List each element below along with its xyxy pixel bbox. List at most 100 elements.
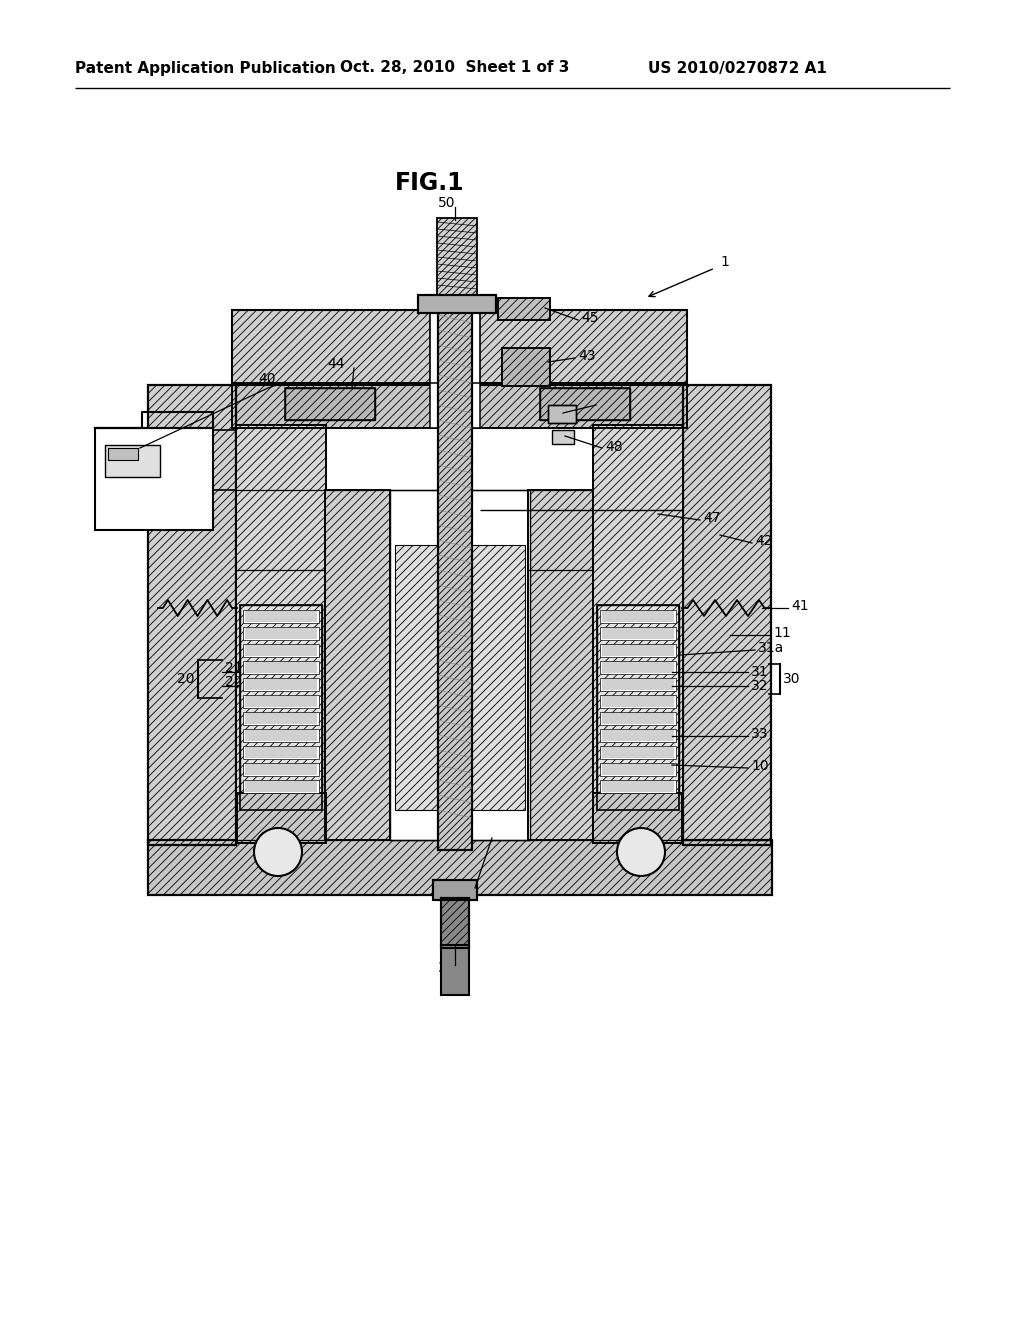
Text: 30: 30 [783,672,801,686]
Bar [441,945,469,995]
Bar [232,383,687,428]
Bar [593,425,683,840]
Bar [683,385,771,845]
Circle shape [254,828,302,876]
Bar [552,430,574,444]
Bar [236,425,326,840]
Text: 47: 47 [703,511,721,525]
Bar [600,780,676,793]
Text: 20: 20 [177,672,195,686]
Bar [108,447,138,459]
Bar [245,663,317,673]
Text: US 2010/0270872 A1: US 2010/0270872 A1 [648,61,826,75]
Bar [243,661,319,675]
Bar [243,610,319,623]
Text: 11: 11 [773,626,791,640]
Bar [548,405,575,422]
Bar [236,425,326,840]
Bar [597,605,679,810]
Bar [285,388,375,420]
Bar [243,746,319,759]
Bar [245,747,317,758]
Bar [433,880,477,900]
Bar [600,644,676,657]
Bar [433,880,477,900]
Bar [148,385,236,845]
Bar [237,793,326,843]
Bar [245,764,317,775]
Bar [602,747,674,758]
Bar [602,764,674,775]
Bar [245,696,317,708]
Bar [243,729,319,742]
Bar [602,645,674,656]
Bar [502,348,550,385]
Bar [593,793,682,843]
Bar [243,763,319,776]
Bar [95,428,213,531]
Bar [600,729,676,742]
Text: 31a: 31a [758,642,784,655]
Bar [502,348,550,385]
Bar [600,678,676,690]
Bar [240,605,322,810]
Bar [243,678,319,690]
Bar [600,696,676,708]
Bar [325,490,390,840]
Bar [602,713,674,723]
Text: 41: 41 [791,599,809,612]
Bar [430,310,480,385]
Text: 21: 21 [225,661,243,675]
Bar [148,385,236,845]
Text: 44: 44 [328,356,345,371]
Bar [602,730,674,741]
Text: 50: 50 [438,195,456,210]
Text: 31: 31 [751,665,769,678]
Text: 40: 40 [258,372,275,385]
Bar [528,490,593,840]
Text: 43: 43 [578,348,596,363]
Text: Patent Application Publication: Patent Application Publication [75,61,336,75]
Bar [600,746,676,759]
Bar [243,644,319,657]
Bar [600,711,676,725]
Bar [602,663,674,673]
Bar [540,388,630,420]
Bar [418,294,496,313]
Text: FIG.1: FIG.1 [395,172,465,195]
Bar [105,445,160,477]
Bar [600,661,676,675]
Text: 45: 45 [581,312,598,325]
Bar [148,840,772,895]
Bar [498,298,550,319]
Bar [602,781,674,792]
Bar [390,490,530,840]
Bar [325,490,390,840]
Bar [602,678,674,690]
Bar [438,294,472,850]
Text: 42: 42 [755,535,772,548]
Bar [438,294,472,850]
Bar [600,763,676,776]
Bar [602,611,674,622]
Bar [232,310,687,385]
Bar [548,405,575,422]
Bar [245,713,317,723]
Bar [232,310,687,385]
Text: 48: 48 [605,440,623,454]
Bar [430,383,480,428]
Bar [237,793,326,843]
Bar [441,898,469,948]
Bar [395,545,525,810]
Bar [683,385,771,845]
Bar [441,898,469,948]
Bar [243,696,319,708]
Bar [148,840,772,895]
Bar [285,388,375,420]
Bar [600,610,676,623]
Bar [240,605,322,810]
Bar [528,490,593,840]
Bar [602,628,674,639]
Text: 33: 33 [751,727,768,741]
Bar [243,780,319,793]
